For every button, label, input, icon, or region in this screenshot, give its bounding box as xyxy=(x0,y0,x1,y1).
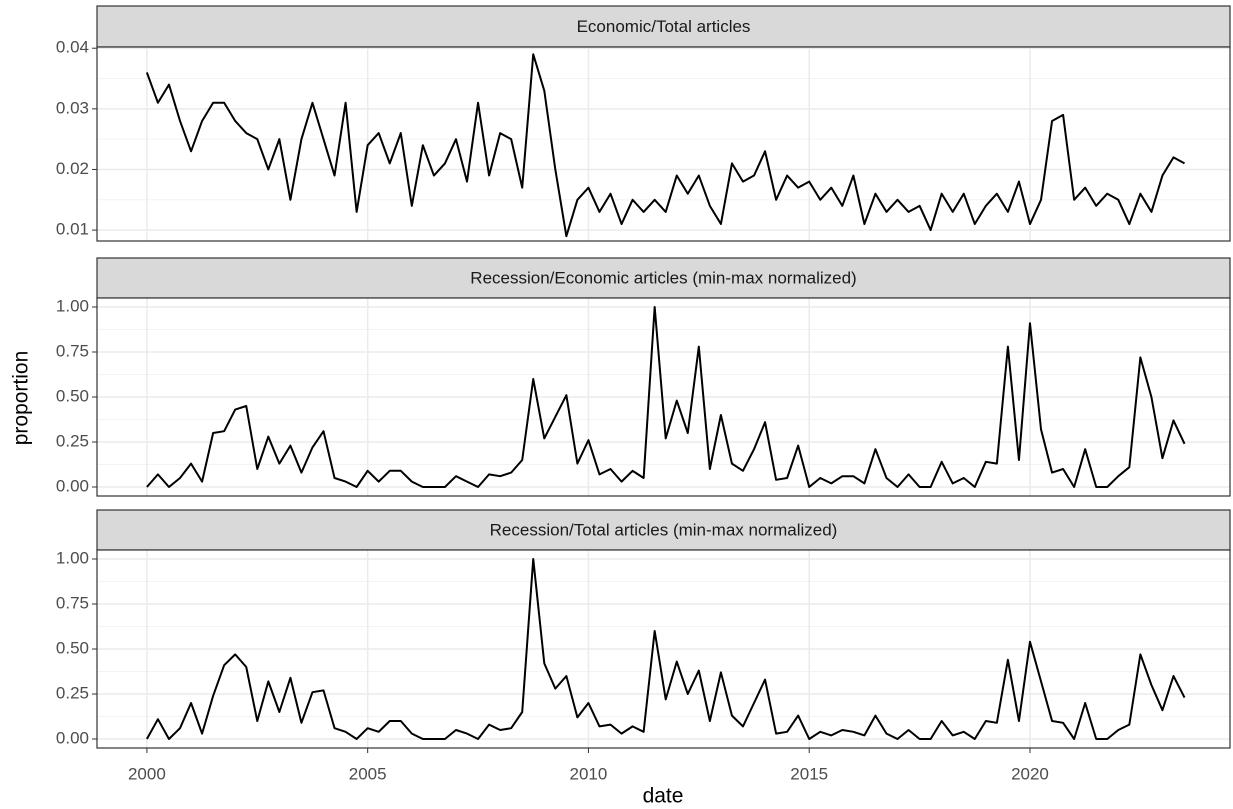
y-axis-label: proportion xyxy=(10,351,33,446)
y-tick-label: 0.04 xyxy=(56,38,89,57)
panel-title: Recession/Total articles (min-max normal… xyxy=(490,520,838,539)
panel-title: Economic/Total articles xyxy=(577,17,751,36)
y-tick-label: 0.02 xyxy=(56,159,89,178)
data-line xyxy=(145,53,1186,238)
panel-border xyxy=(96,46,1231,242)
y-tick-label: 0.00 xyxy=(56,476,89,495)
panel xyxy=(97,47,1230,241)
y-tick-label: 0.75 xyxy=(56,593,89,612)
strip xyxy=(96,5,1231,48)
x-tick-label: 2010 xyxy=(570,764,608,783)
y-tick-label: 0.03 xyxy=(56,98,89,117)
y-tick-label: 0.50 xyxy=(56,386,89,405)
panel-border xyxy=(96,549,1231,749)
y-tick-label: 1.00 xyxy=(56,296,89,315)
x-tick-label: 2015 xyxy=(790,764,828,783)
y-tick-label: 0.00 xyxy=(56,728,89,747)
panel-title: Recession/Economic articles (min-max nor… xyxy=(470,268,856,287)
x-tick-label: 2020 xyxy=(1011,764,1049,783)
y-tick-label: 0.25 xyxy=(56,431,89,450)
y-tick-label: 1.00 xyxy=(56,548,89,567)
strip xyxy=(96,509,1231,551)
y-tick-label: 0.01 xyxy=(56,220,89,239)
strip xyxy=(96,257,1231,299)
x-axis-label: date xyxy=(643,785,684,808)
x-tick-label: 2005 xyxy=(349,764,387,783)
y-tick-label: 0.25 xyxy=(56,683,89,702)
y-tick-label: 0.50 xyxy=(56,638,89,657)
panel-border xyxy=(96,297,1231,497)
y-tick-label: 0.75 xyxy=(56,341,89,360)
data-line xyxy=(146,558,1186,740)
data-line xyxy=(146,306,1186,488)
x-tick-label: 2000 xyxy=(128,764,166,783)
